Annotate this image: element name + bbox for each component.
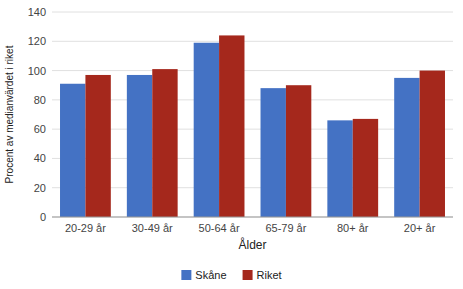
bar [60, 84, 85, 217]
bar [353, 119, 378, 217]
x-tick-label: 30-49 år [132, 222, 173, 234]
chart-container: 0 20 40 60 80 100 120 140 20-29 år 30-49 år 50-64 … [0, 0, 463, 289]
grid-line [52, 41, 453, 42]
legend-label: Skåne [195, 269, 226, 281]
grid-line [52, 12, 453, 13]
bar [152, 69, 177, 217]
legend-swatch [181, 270, 191, 280]
y-tick-label: 140 [28, 6, 46, 18]
bar [127, 75, 152, 217]
legend-swatch [243, 270, 253, 280]
grid-line [52, 187, 453, 188]
grid-line [52, 129, 453, 130]
bar [194, 43, 219, 217]
bar [85, 75, 110, 217]
grid [52, 12, 453, 217]
grid-line [52, 158, 453, 159]
x-tick-label: 50-64 år [199, 222, 240, 234]
y-tick-label: 80 [34, 94, 46, 106]
x-axis-label: Ålder [238, 237, 266, 252]
y-tick-label: 120 [28, 35, 46, 47]
x-tick-label: 80+ år [337, 222, 369, 234]
y-tick-label: 20 [34, 182, 46, 194]
legend: Skåne Riket [181, 269, 281, 281]
x-tick-label: 20+ år [404, 222, 436, 234]
bar [261, 88, 286, 217]
y-tick-label: 100 [28, 65, 46, 77]
legend-label: Riket [257, 269, 282, 281]
grid-line [52, 70, 453, 71]
y-tick-label: 40 [34, 152, 46, 164]
bar [286, 85, 311, 217]
x-tick-label: 65-79 år [265, 222, 306, 234]
x-tick-label: 20-29 år [65, 222, 106, 234]
y-tick-label: 60 [34, 123, 46, 135]
y-tick-label: 0 [40, 211, 46, 223]
chart-svg: 0 20 40 60 80 100 120 140 20-29 år 30-49 år 50-64 … [0, 0, 463, 289]
y-axis-label: Procent av medianvärdet i riket [4, 45, 15, 183]
page: {"chart_data": {"type": "bar", "categori… [0, 0, 463, 289]
bar [394, 78, 419, 217]
x-axis-line [52, 217, 453, 218]
bar [219, 35, 244, 217]
bar [420, 71, 445, 217]
grid-line [52, 217, 453, 218]
grid-line [52, 99, 453, 100]
bars [60, 35, 445, 217]
bar [327, 120, 352, 217]
